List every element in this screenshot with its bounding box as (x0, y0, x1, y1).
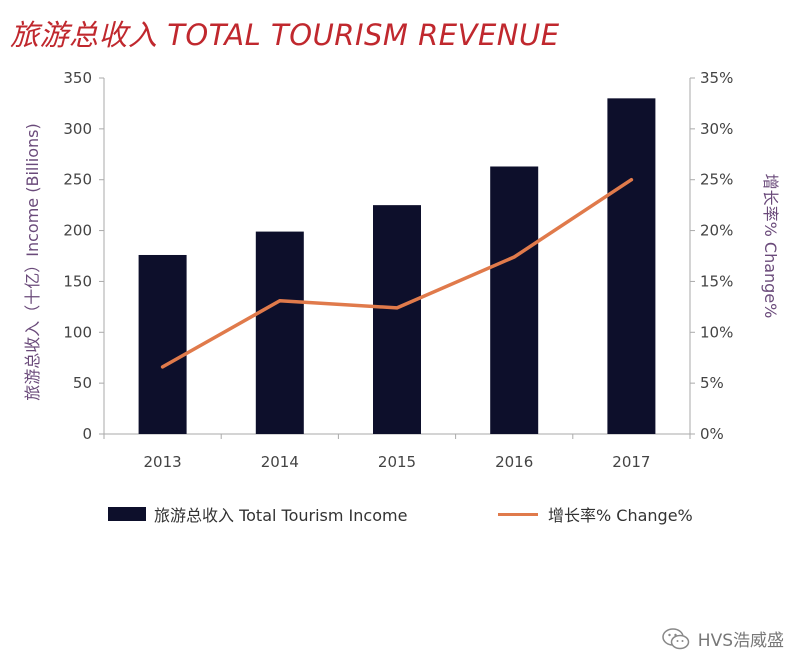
bar-series (138, 98, 656, 434)
y2-tick-label: 5% (700, 374, 724, 392)
y-tick-label: 50 (73, 374, 92, 392)
bar (607, 98, 656, 434)
y-tick-label: 350 (63, 69, 92, 87)
x-tick-label: 2014 (261, 453, 299, 471)
line-series (160, 177, 634, 369)
y-tick-label: 100 (63, 323, 92, 341)
y-tick-label: 150 (63, 272, 92, 290)
legend: 旅游总收入 Total Tourism Income 增长率% Change% (108, 500, 748, 528)
y2-tick-label: 25% (700, 171, 733, 189)
legend-label-change: 增长率% Change% (548, 506, 693, 525)
x-tick-label: 2015 (378, 453, 416, 471)
legend-swatch-line (498, 512, 538, 516)
legend-item-change: 增长率% Change% (498, 500, 693, 528)
bar (138, 254, 187, 434)
axis-labels: 旅游总收入（十亿）Income (Billions) 增长率% Change% (23, 123, 780, 400)
y-tick-label: 250 (63, 171, 92, 189)
y2-tick-label: 20% (700, 222, 733, 240)
legend-swatch-bar (108, 507, 146, 521)
y-axis-label: 旅游总收入（十亿）Income (Billions) (23, 123, 42, 400)
y2-axis-label: 增长率% Change% (761, 174, 780, 319)
line-point (395, 306, 399, 310)
legend-label-income: 旅游总收入 Total Tourism Income (154, 506, 408, 525)
y2-tick-label: 30% (700, 120, 733, 138)
legend-item-income: 旅游总收入 Total Tourism Income (108, 500, 407, 528)
bar (373, 205, 421, 434)
line-point (512, 255, 516, 259)
y2-tick-label: 15% (700, 272, 733, 290)
y2-tick-label: 0% (700, 425, 724, 443)
line-point (161, 365, 165, 369)
y2-tick-label: 35% (700, 69, 733, 87)
wechat-icon (662, 627, 690, 650)
x-tick-label: 2016 (495, 453, 533, 471)
y-tick-label: 200 (63, 222, 92, 240)
bar (255, 231, 304, 434)
x-tick-label: 2017 (612, 453, 650, 471)
y-tick-label: 0 (82, 425, 92, 443)
y-tick-label: 300 (63, 120, 92, 138)
chart-axes: 0 50 100 150 200 250 300 350 0% 5% 10% 15% 20% 25% 30%… (63, 69, 733, 471)
chart-title: 旅游总收入 TOTAL TOURISM REVENUE (10, 18, 560, 52)
line-point (629, 178, 633, 182)
line-point (278, 299, 282, 303)
watermark: HVS浩威盛 (662, 626, 784, 651)
x-tick-label: 2013 (144, 453, 182, 471)
y2-tick-label: 10% (700, 323, 733, 341)
bar (490, 166, 539, 434)
watermark-text: HVS浩威盛 (697, 631, 784, 651)
